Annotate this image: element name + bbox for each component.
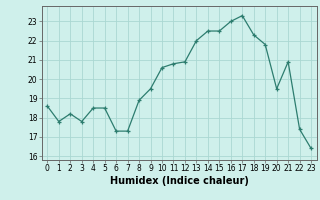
X-axis label: Humidex (Indice chaleur): Humidex (Indice chaleur) xyxy=(110,176,249,186)
